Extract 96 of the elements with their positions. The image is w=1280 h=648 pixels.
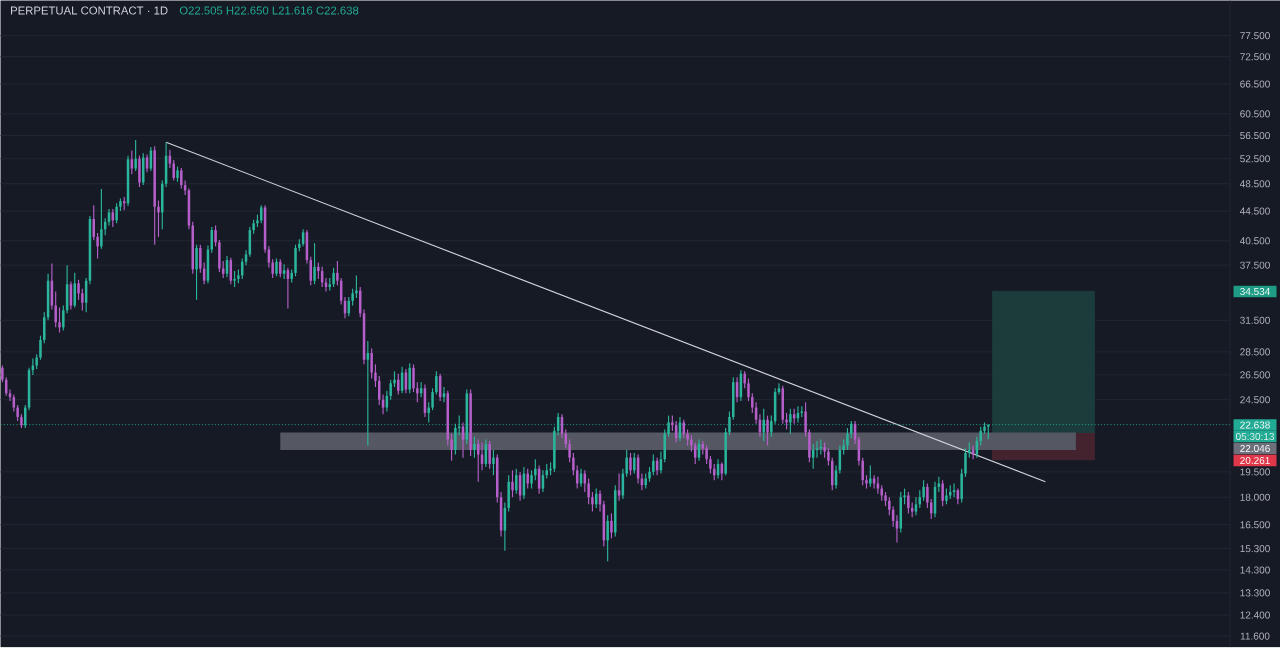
y-tick-label: 77.500 xyxy=(1240,32,1270,40)
candlestick xyxy=(766,415,769,447)
candlestick xyxy=(907,491,910,515)
candlestick xyxy=(846,427,849,451)
candlestick xyxy=(336,260,339,286)
y-tick-label: 24.500 xyxy=(1240,396,1270,404)
y-tick-label: 11.600 xyxy=(1240,632,1270,640)
candlestick xyxy=(876,476,880,495)
candlestick xyxy=(275,258,278,277)
candlestick xyxy=(450,433,453,462)
chart-title: PERPETUAL CONTRACT · 1D xyxy=(11,6,168,15)
candlestick xyxy=(572,452,575,476)
candlestick xyxy=(431,387,434,411)
candlestick xyxy=(324,277,328,293)
y-tick-label: 72.500 xyxy=(1240,53,1270,61)
candlestick xyxy=(199,244,202,274)
candlestick xyxy=(515,468,518,495)
candlestick xyxy=(374,363,377,388)
candlestick xyxy=(941,479,944,507)
candlestick xyxy=(815,440,819,459)
candlestick xyxy=(869,465,872,488)
candlestick xyxy=(652,454,655,476)
y-tick-label: 60.500 xyxy=(1240,110,1270,118)
candlestick xyxy=(610,513,613,540)
y-tick-label: 19.500 xyxy=(1240,468,1270,476)
candlestick xyxy=(416,381,419,404)
candlestick xyxy=(58,307,61,334)
y-tick-label: 14.300 xyxy=(1240,566,1270,574)
candlestick xyxy=(865,474,868,490)
candlestick xyxy=(492,449,495,476)
ref-line-label: 22.638 xyxy=(1240,421,1270,429)
candlestick xyxy=(568,439,571,463)
y-tick-label: 28.500 xyxy=(1240,348,1270,356)
candlestick xyxy=(952,483,956,498)
candlestick xyxy=(332,267,335,288)
y-tick-label: 15.300 xyxy=(1240,545,1270,553)
candlestick xyxy=(157,200,160,238)
candlestick xyxy=(530,469,533,490)
candlestick xyxy=(587,478,590,506)
candlestick xyxy=(971,445,975,460)
y-tick-label: 12.400 xyxy=(1240,611,1270,619)
candlestick xyxy=(370,348,373,380)
candlestick xyxy=(39,335,42,361)
chart-subtitle: O22.505 H22.650 L21.616 C22.638 xyxy=(179,6,359,15)
text: 05:30:13 xyxy=(1235,433,1275,441)
candlestick xyxy=(100,188,103,250)
candlestick xyxy=(81,288,84,312)
candlestick xyxy=(629,452,632,476)
candlestick xyxy=(526,468,529,490)
candlestick xyxy=(511,469,514,498)
candlestick xyxy=(408,362,411,395)
candlestick xyxy=(73,272,76,309)
candlestick xyxy=(115,202,118,225)
candlestick xyxy=(534,458,537,481)
y-tick-label: 66.500 xyxy=(1240,80,1270,88)
candlestick xyxy=(804,401,807,438)
candlestick xyxy=(313,242,316,285)
candlestick xyxy=(435,370,438,396)
candlestick xyxy=(195,244,198,301)
text: 20.261 xyxy=(1240,457,1270,465)
candlestick xyxy=(397,373,400,396)
candlestick xyxy=(393,370,396,388)
text: 34.534 xyxy=(1240,288,1271,296)
candlestick xyxy=(633,452,636,475)
y-tick-label: 18.000 xyxy=(1240,493,1270,501)
candlestick xyxy=(922,479,925,502)
candlestick xyxy=(134,139,137,172)
candlestick xyxy=(488,440,491,470)
candlestick xyxy=(648,466,651,483)
candlestick xyxy=(473,436,476,459)
candlestick xyxy=(884,491,887,507)
candlestick xyxy=(77,279,80,301)
y-tick-label: 31.500 xyxy=(1240,316,1270,324)
y-tick-label: 44.500 xyxy=(1239,207,1270,215)
candlestick xyxy=(176,166,179,183)
candlestick xyxy=(747,378,750,402)
candlestick xyxy=(412,363,415,393)
y-tick-label: 48.500 xyxy=(1239,180,1270,188)
candlestick xyxy=(926,483,929,509)
candlestick xyxy=(591,491,594,513)
text: 22.046 xyxy=(1240,445,1270,453)
candlestick xyxy=(606,514,609,562)
y-tick-label: 37.500 xyxy=(1240,261,1270,269)
y-tick-label: 52.500 xyxy=(1240,155,1270,163)
candlestick xyxy=(427,401,430,424)
candlestick xyxy=(96,232,99,260)
y-tick-label: 26.500 xyxy=(1240,371,1270,379)
candlestick xyxy=(964,448,967,478)
y-tick-label: 56.500 xyxy=(1240,132,1270,140)
candlestick xyxy=(705,445,708,465)
y-tick-label: 13.300 xyxy=(1240,589,1270,597)
candlestick xyxy=(294,244,297,277)
y-tick-label: 40.500 xyxy=(1239,237,1270,245)
candlestick xyxy=(214,225,217,248)
candlestick xyxy=(138,155,141,188)
y-tick-label: 16.500 xyxy=(1240,521,1270,529)
